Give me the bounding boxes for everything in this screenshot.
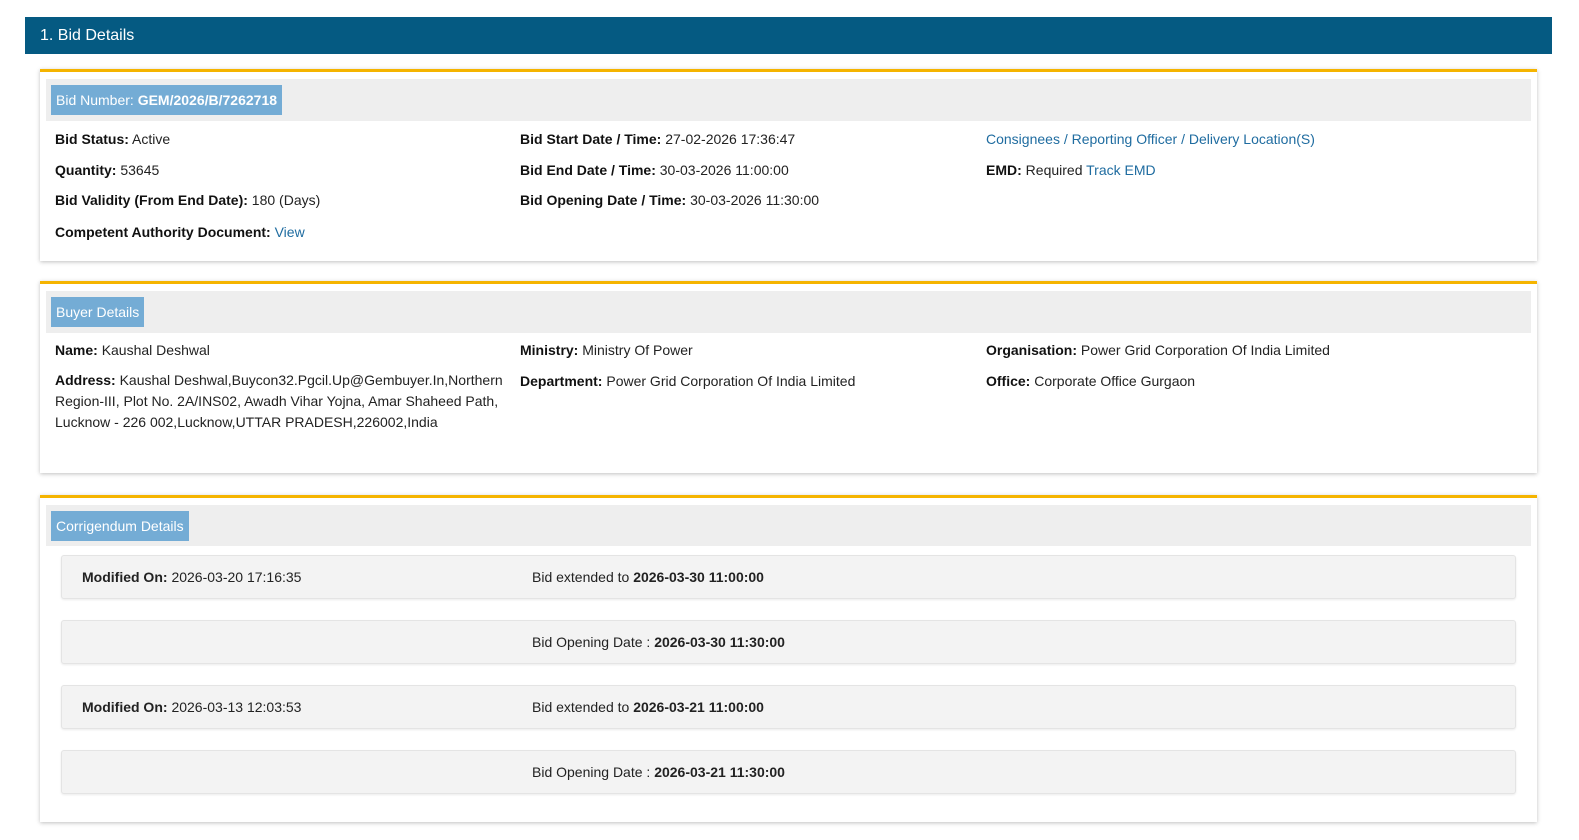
buyer-details-badge: Buyer Details xyxy=(51,297,145,327)
panel-heading: Bid Number: GEM/2026/B/7262718 xyxy=(46,79,1531,121)
office: Office: Corporate Office Gurgaon xyxy=(986,373,1196,389)
buyer-address: Address: Kaushal Deshwal,Buycon32.Pgcil.… xyxy=(55,372,503,430)
department: Department: Power Grid Corporation Of In… xyxy=(520,373,856,389)
bid-details-panel: Bid Number: GEM/2026/B/7262718 Bid Statu… xyxy=(40,69,1537,261)
competent-authority-document: Competent Authority Document: View xyxy=(55,224,305,240)
quantity: Quantity: 53645 xyxy=(55,162,160,178)
buyer-details-panel: Buyer Details Name: Kaushal Deshwal Addr… xyxy=(40,281,1537,473)
bid-status: Bid Status: Active xyxy=(55,131,171,147)
track-emd-link[interactable]: Track EMD xyxy=(1086,162,1156,178)
consignees-link[interactable]: Consignees / Reporting Officer / Deliver… xyxy=(986,131,1315,147)
panel-heading: Corrigendum Details xyxy=(46,505,1531,546)
corrigendum-row: Bid Opening Date : 2026-03-30 11:30:00 xyxy=(61,620,1516,664)
corrigendum-badge: Corrigendum Details xyxy=(51,511,189,541)
corrigendum-panel: Corrigendum Details Modified On: 2026-03… xyxy=(40,495,1537,822)
ministry: Ministry: Ministry Of Power xyxy=(520,342,693,358)
bid-validity: Bid Validity (From End Date): 180 (Days) xyxy=(55,192,321,208)
emd: EMD: Required Track EMD xyxy=(986,162,1156,178)
organisation: Organisation: Power Grid Corporation Of … xyxy=(986,342,1330,358)
panel-heading: Buyer Details xyxy=(46,291,1531,333)
corrigendum-row: Bid Opening Date : 2026-03-21 11:30:00 xyxy=(61,750,1516,794)
corrigendum-row: Modified On: 2026-03-13 12:03:53 Bid ext… xyxy=(61,685,1516,729)
bid-end-date: Bid End Date / Time: 30-03-2026 11:00:00 xyxy=(520,162,789,178)
section-header: 1. Bid Details xyxy=(25,17,1552,54)
bid-number: GEM/2026/B/7262718 xyxy=(137,92,278,108)
bid-number-label: Bid Number: xyxy=(56,92,134,108)
bid-number-badge: Bid Number: GEM/2026/B/7262718 xyxy=(51,85,283,115)
buyer-name: Name: Kaushal Deshwal xyxy=(55,342,210,358)
bid-start-date: Bid Start Date / Time: 27-02-2026 17:36:… xyxy=(520,131,796,147)
corrigendum-row: Modified On: 2026-03-20 17:16:35 Bid ext… xyxy=(61,555,1516,599)
bid-opening-date: Bid Opening Date / Time: 30-03-2026 11:3… xyxy=(520,192,820,208)
view-link[interactable]: View xyxy=(274,224,305,240)
